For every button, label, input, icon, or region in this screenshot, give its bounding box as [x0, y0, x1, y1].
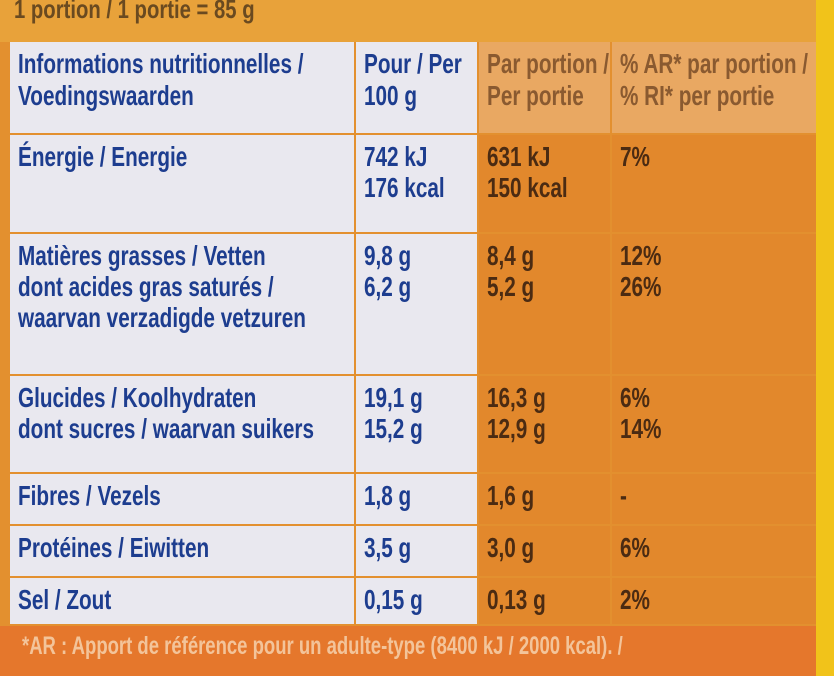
cell-line: 1,8 g [364, 480, 412, 511]
table-cell: Énergie / Energie [10, 135, 354, 232]
cell-line: Matières grasses / Vetten [18, 240, 266, 271]
table-cell: Fibres / Vezels [10, 474, 354, 524]
table-cell: 631 kJ 150 kcal [479, 135, 610, 232]
table-cell: 19,1 g 15,2 g [356, 376, 477, 472]
table-cell: 2% [612, 578, 816, 624]
table-cell: 12% 26% [612, 234, 816, 374]
cell-line: - [620, 480, 627, 511]
cell-line: 100 g [364, 80, 417, 111]
table-cell: Glucides / Koolhydraten dont sucres / waa… [10, 376, 354, 472]
portion-text: 1 portion / 1 portie = 85 g [14, 0, 255, 24]
cell-line: Voedingswaarden [18, 80, 194, 111]
cell-line: 176 kcal [364, 172, 445, 203]
cell-line: 631 kJ [487, 141, 551, 172]
cell-line: 3,0 g [487, 532, 535, 563]
table-cell: Sel / Zout [10, 578, 354, 624]
cell-line: 2% [620, 584, 650, 615]
cell-line: 8,4 g [487, 240, 535, 271]
table-cell: 0,13 g [479, 578, 610, 624]
cell-line: waarvan verzadigde vetzuren [18, 302, 306, 333]
portion-strip: 1 portion / 1 portie = 85 g [0, 0, 834, 42]
cell-line: 7% [620, 141, 650, 172]
footnote-strip: *AR : Apport de référence pour un adulte… [0, 626, 834, 676]
cell-line: 742 kJ [364, 141, 428, 172]
cell-line: 19,1 g [364, 382, 423, 413]
cell-line: 15,2 g [364, 413, 423, 444]
cell-line: 12% [620, 240, 662, 271]
cell-line: Pour / Per [364, 48, 462, 79]
cell-line: Glucides / Koolhydraten [18, 382, 257, 413]
cell-line: % RI* per portie [620, 80, 775, 111]
package-edge [816, 0, 834, 676]
cell-line: % AR* par portion / [620, 48, 809, 79]
table-cell: 16,3 g 12,9 g [479, 376, 610, 472]
cell-line: 9,8 g [364, 240, 412, 271]
header-cell: Par portion / Per portie [479, 42, 610, 133]
cell-line: 150 kcal [487, 172, 568, 203]
table-cell: 742 kJ 176 kcal [356, 135, 477, 232]
cell-line: 14% [620, 413, 662, 444]
table-cell: 3,0 g [479, 526, 610, 576]
table-cell: 3,5 g [356, 526, 477, 576]
table-cell: 0,15 g [356, 578, 477, 624]
cell-line: 1,6 g [487, 480, 535, 511]
cell-line: 0,15 g [364, 584, 423, 615]
cell-line: 6% [620, 532, 650, 563]
table-cell: 9,8 g 6,2 g [356, 234, 477, 374]
table-cell: - [612, 474, 816, 524]
cell-line: 16,3 g [487, 382, 546, 413]
cell-line: 6% [620, 382, 650, 413]
cell-line: 5,2 g [487, 271, 535, 302]
header-cell: Pour / Per 100 g [356, 42, 477, 133]
cell-line: Énergie / Energie [18, 141, 188, 172]
cell-line: Sel / Zout [18, 584, 112, 615]
table-cell: 8,4 g 5,2 g [479, 234, 610, 374]
cell-line: 0,13 g [487, 584, 546, 615]
cell-line: Per portie [487, 80, 584, 111]
cell-line: dont acides gras saturés / [18, 271, 274, 302]
header-cell: Informations nutritionnelles / Voedingswa… [10, 42, 354, 133]
cell-line: 26% [620, 271, 662, 302]
cell-line: Protéines / Eiwitten [18, 532, 210, 563]
table-cell: 6% 14% [612, 376, 816, 472]
table-cell: 7% [612, 135, 816, 232]
table-cell: 6% [612, 526, 816, 576]
cell-line: Fibres / Vezels [18, 480, 161, 511]
cell-line: 12,9 g [487, 413, 546, 444]
header-cell: % AR* par portion /% RI* per portie [612, 42, 816, 133]
nutrition-table: Informations nutritionnelles / Voedingswa… [10, 42, 816, 624]
table-cell: 1,6 g [479, 474, 610, 524]
cell-line: Informations nutritionnelles / [18, 48, 304, 79]
footnote: *AR : Apport de référence pour un adulte… [22, 632, 623, 660]
table-cell: Protéines / Eiwitten [10, 526, 354, 576]
cell-line: 6,2 g [364, 271, 412, 302]
table-cell: 1,8 g [356, 474, 477, 524]
cell-line: Par portion / [487, 48, 610, 79]
cell-line: dont sucres / waarvan suikers [18, 413, 314, 444]
cell-line: 3,5 g [364, 532, 412, 563]
table-cell: Matières grasses / Vetten dont acides gra… [10, 234, 354, 374]
